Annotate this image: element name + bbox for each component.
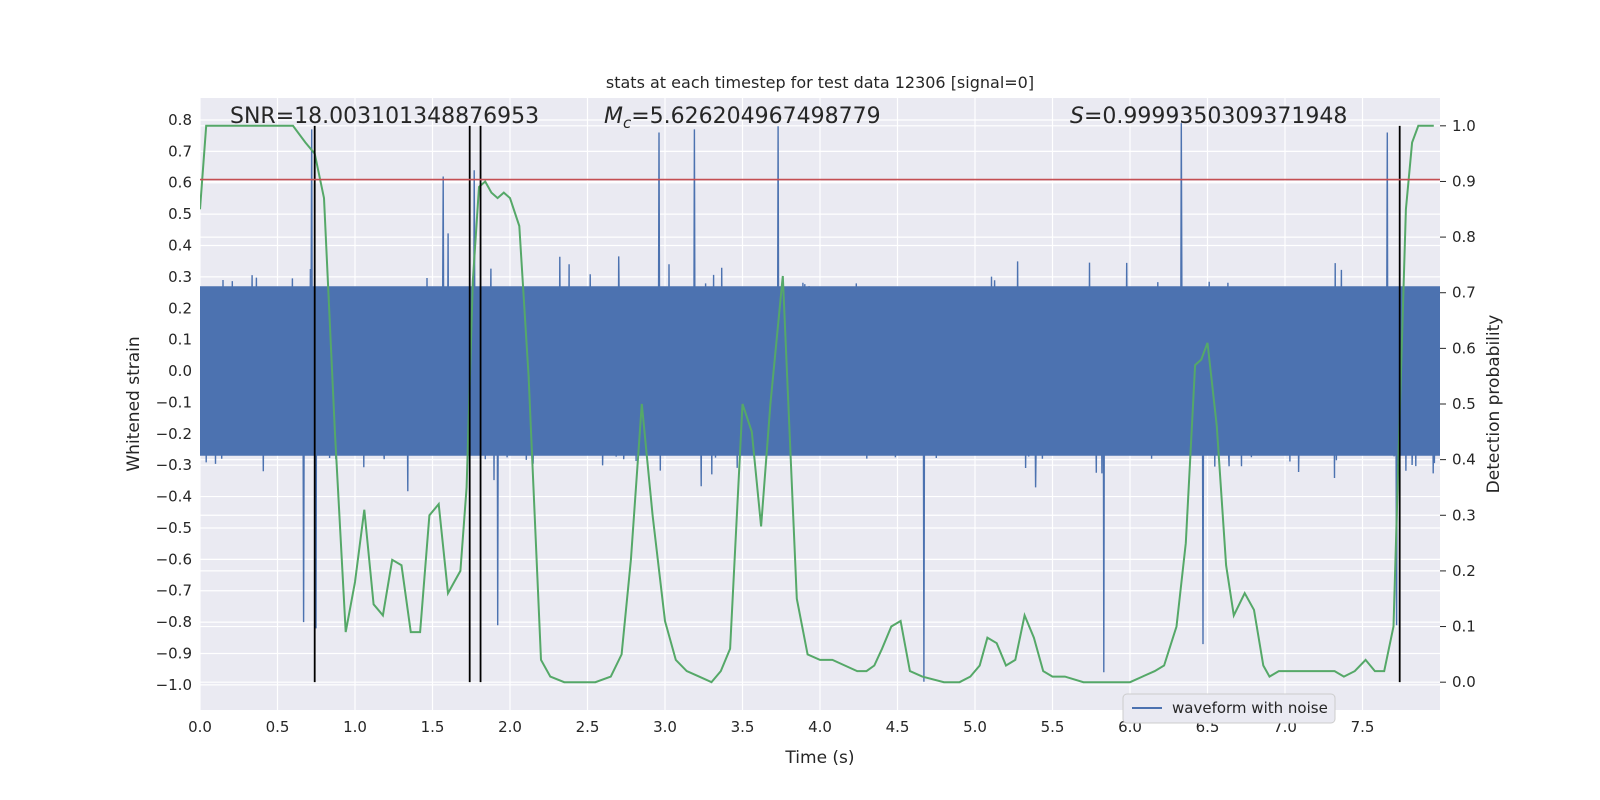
right-y-tick-label: 0.0 bbox=[1452, 673, 1476, 691]
left-y-axis-ticks: −1.0 −0.9 −0.8 −0.7 −0.6 −0.5 −0.4 −0.3 −0.2 −0.1… bbox=[156, 111, 192, 694]
score-annotation: S=0.9999350309371948 bbox=[1070, 104, 1347, 129]
x-tick-label: 2.5 bbox=[576, 718, 600, 736]
right-y-tick-label: 0.2 bbox=[1452, 562, 1476, 580]
left-y-tick-label: 0.3 bbox=[168, 268, 192, 286]
left-y-tick-label: 0.8 bbox=[168, 111, 192, 129]
x-tick-label: 3.5 bbox=[731, 718, 755, 736]
right-y-tick-label: 0.5 bbox=[1452, 395, 1476, 413]
left-y-tick-label: 0.5 bbox=[168, 205, 192, 223]
chirp-mass-annotation: Mc=5.626204967498779 bbox=[604, 104, 881, 132]
x-axis-label: Time (s) bbox=[784, 748, 854, 768]
left-y-tick-label: −0.6 bbox=[156, 550, 192, 568]
left-y-tick-label: 0.1 bbox=[168, 331, 192, 349]
right-y-tick-label: 0.8 bbox=[1452, 228, 1476, 246]
right-y-tick-label: 0.3 bbox=[1452, 506, 1476, 524]
left-y-tick-label: 0.6 bbox=[168, 174, 192, 192]
right-y-tick-label: 1.0 bbox=[1452, 117, 1476, 135]
x-axis-ticks: 0.0 0.5 1.0 1.5 2.0 2.5 3.0 3.5 4.0 4.5 5.0 5.5 6.0 6… bbox=[188, 718, 1374, 736]
right-y-tick-label: 0.6 bbox=[1452, 339, 1476, 357]
x-tick-label: 0.0 bbox=[188, 718, 212, 736]
left-y-tick-label: −0.1 bbox=[156, 393, 192, 411]
right-y-axis-ticks: 0.0 0.1 0.2 0.3 0.4 0.5 0.6 0.7 0.8 0.9 1.0 bbox=[1440, 117, 1476, 691]
left-y-tick-label: −1.0 bbox=[156, 676, 192, 694]
data-layer bbox=[200, 123, 1440, 684]
left-y-tick-label: −0.4 bbox=[156, 488, 192, 506]
left-y-tick-label: 0.7 bbox=[168, 142, 192, 160]
x-tick-label: 1.0 bbox=[343, 718, 367, 736]
left-y-tick-label: −0.8 bbox=[156, 613, 192, 631]
right-y-tick-label: 0.7 bbox=[1452, 284, 1476, 302]
waveform-noise-band bbox=[200, 286, 1440, 456]
chirp-mass-symbol: M bbox=[604, 104, 623, 129]
left-y-tick-label: −0.7 bbox=[156, 582, 192, 600]
score-symbol: S bbox=[1070, 104, 1084, 129]
right-y-tick-label: 0.1 bbox=[1452, 618, 1476, 636]
x-tick-label: 7.5 bbox=[1351, 718, 1375, 736]
x-tick-label: 4.0 bbox=[808, 718, 832, 736]
left-y-axis-label: Whitened strain bbox=[124, 336, 144, 471]
left-y-tick-label: 0.0 bbox=[168, 362, 192, 380]
chirp-mass-subscript: c bbox=[623, 114, 632, 132]
left-y-tick-label: −0.5 bbox=[156, 519, 192, 537]
chart-title: stats at each timestep for test data 123… bbox=[606, 73, 1034, 92]
chirp-mass-value: =5.626204967498779 bbox=[631, 104, 880, 129]
x-tick-label: 1.5 bbox=[421, 718, 445, 736]
vertical-markers bbox=[313, 125, 1401, 683]
right-y-tick-label: 0.9 bbox=[1452, 172, 1476, 190]
legend-box bbox=[1122, 693, 1336, 724]
left-y-tick-label: −0.3 bbox=[156, 456, 192, 474]
x-tick-label: 5.5 bbox=[1041, 718, 1065, 736]
legend-label-waveform: waveform with noise bbox=[1172, 699, 1328, 717]
left-y-tick-label: −0.9 bbox=[156, 645, 192, 663]
x-tick-label: 4.5 bbox=[886, 718, 910, 736]
right-y-tick-label: 0.4 bbox=[1452, 451, 1476, 469]
left-y-tick-label: −0.2 bbox=[156, 425, 192, 443]
detection-probability-series bbox=[200, 124, 1434, 684]
left-y-tick-label: 0.2 bbox=[168, 299, 192, 317]
x-tick-label: 3.0 bbox=[653, 718, 677, 736]
x-tick-label: 0.5 bbox=[266, 718, 290, 736]
legend: waveform with noise bbox=[1122, 693, 1336, 724]
x-tick-label: 2.0 bbox=[498, 718, 522, 736]
left-y-tick-label: 0.4 bbox=[168, 237, 192, 255]
x-tick-label: 5.0 bbox=[963, 718, 987, 736]
score-value: =0.9999350309371948 bbox=[1084, 104, 1347, 129]
right-y-axis-label: Detection probability bbox=[1484, 315, 1504, 494]
snr-annotation: SNR=18.003101348876953 bbox=[230, 104, 539, 129]
